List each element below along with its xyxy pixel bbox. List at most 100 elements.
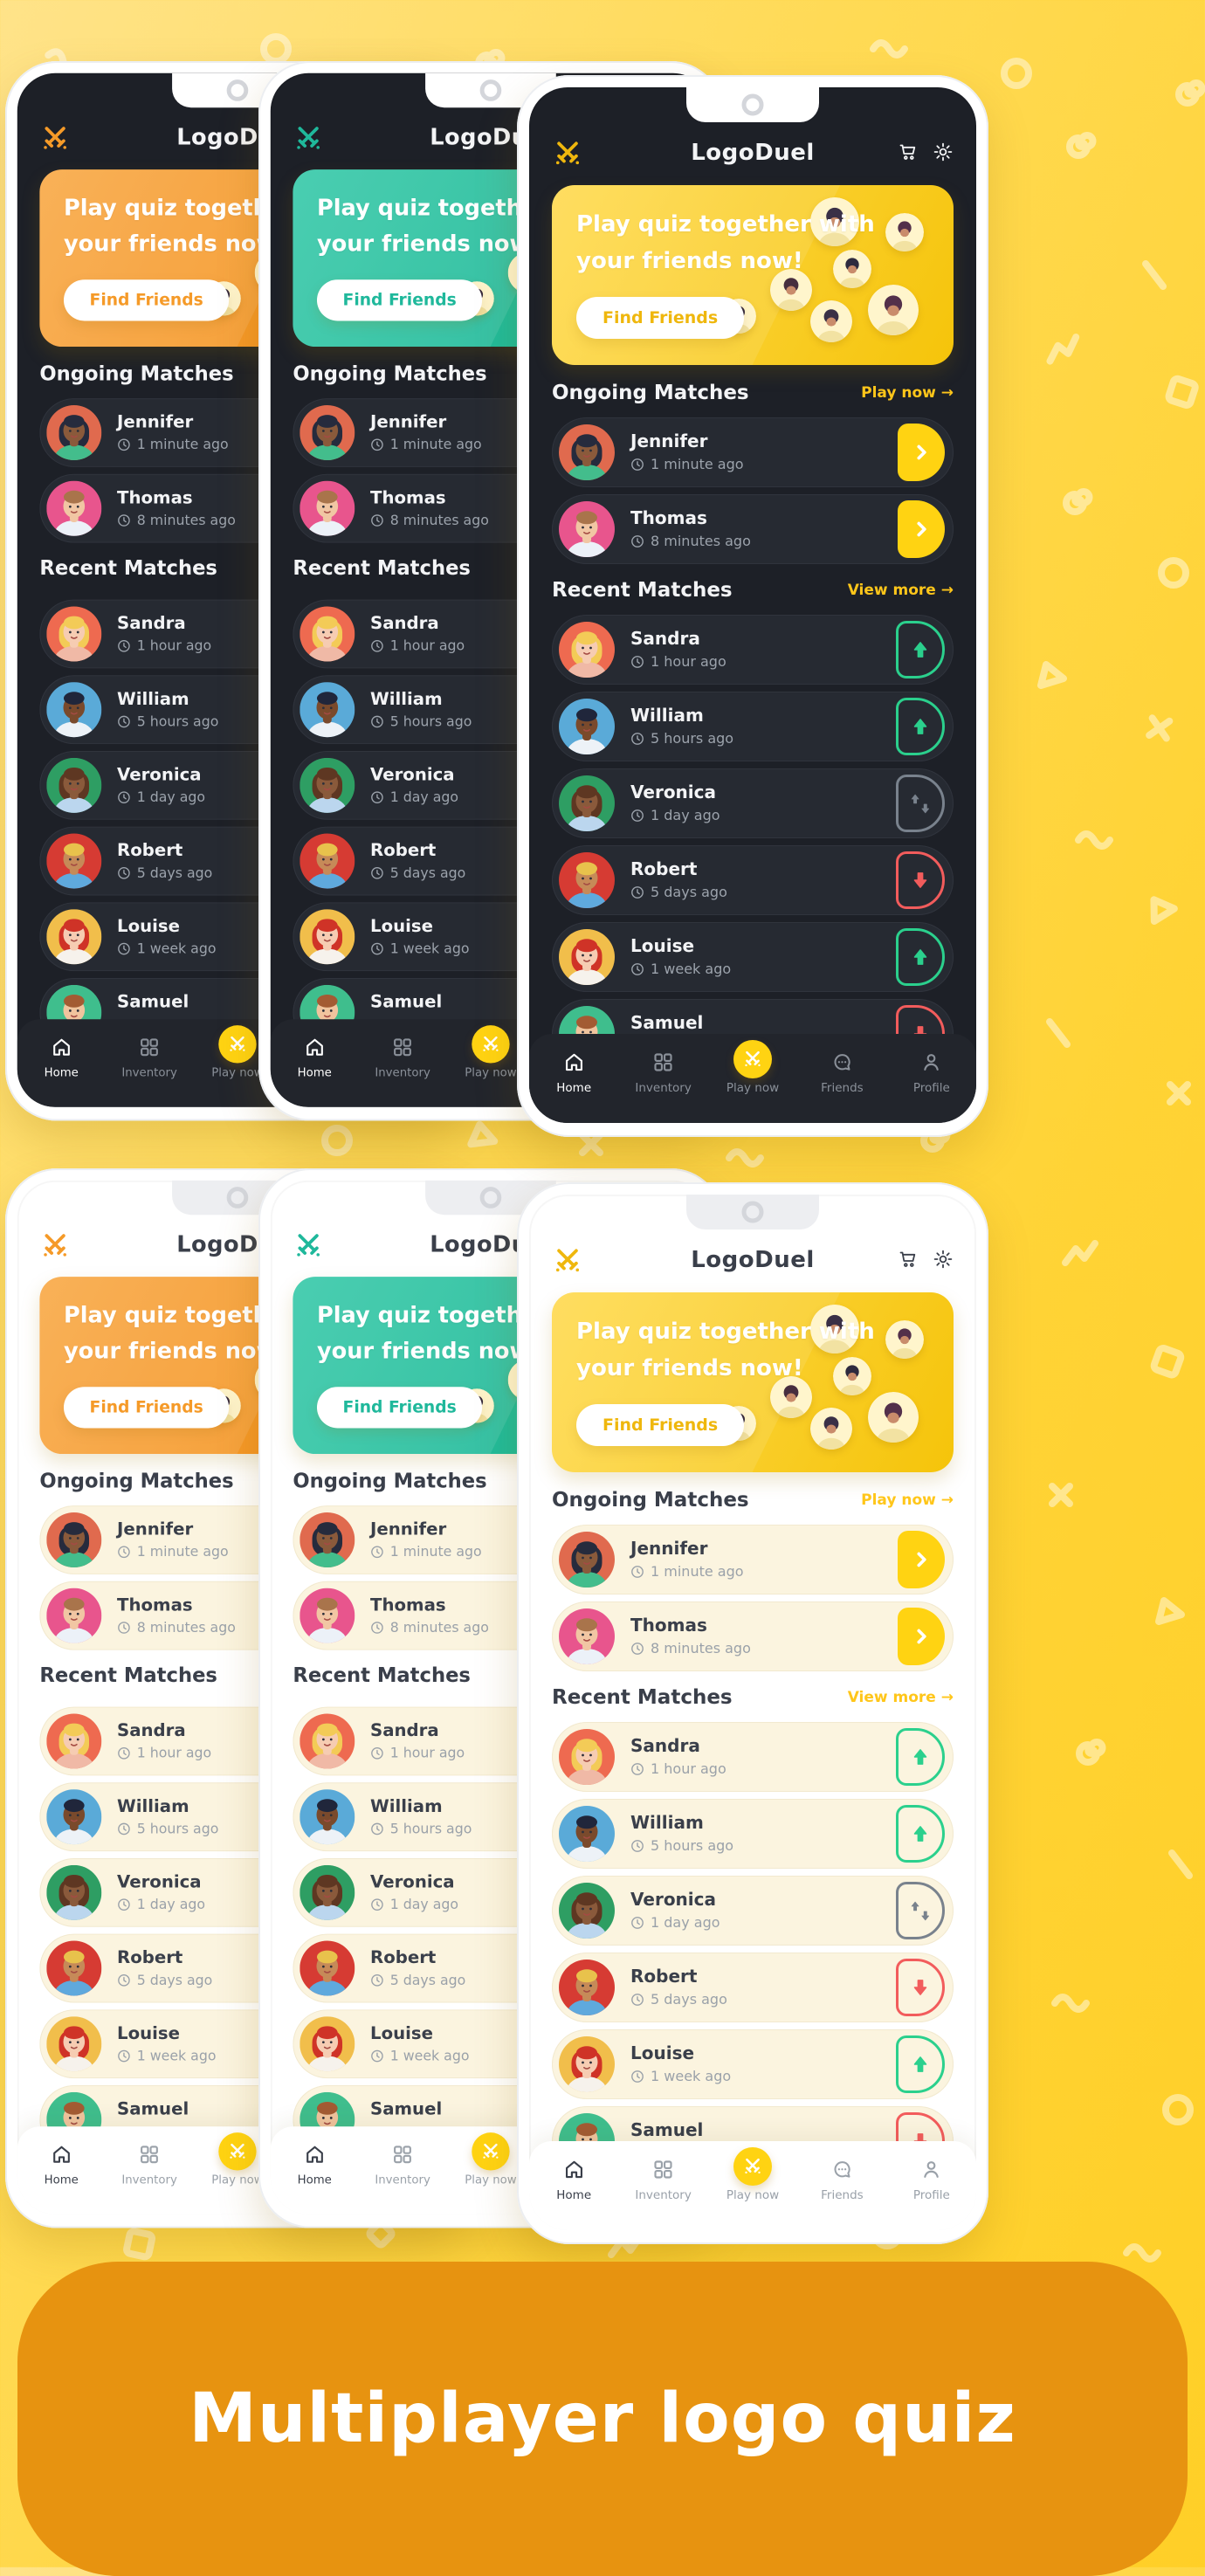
recent-match-row[interactable]: Louise 1 week ago — [552, 922, 954, 992]
clock-icon — [631, 1839, 644, 1852]
play-now-button[interactable] — [733, 2146, 773, 2186]
nav-item-inventory[interactable]: Inventory — [359, 1019, 447, 1106]
nav-item-inventory[interactable]: Inventory — [618, 2141, 707, 2230]
play-now-button[interactable] — [218, 2132, 257, 2171]
settings-gear-icon[interactable] — [933, 1249, 954, 1270]
resume-match-button[interactable] — [898, 424, 945, 481]
recent-match-row[interactable]: Sandra 1 hour ago — [552, 1722, 954, 1792]
nav-item-inventory[interactable]: Inventory — [106, 1019, 194, 1106]
match-time: 1 hour ago — [136, 637, 212, 654]
find-friends-button[interactable]: Find Friends — [316, 279, 483, 321]
nav-item-home[interactable]: Home — [271, 2126, 359, 2214]
crossed-swords-icon — [297, 1234, 320, 1257]
nav-item-play-now[interactable]: Play now — [447, 2126, 535, 2214]
recent-match-row[interactable]: Sandra 1 hour ago — [552, 615, 954, 685]
app-title: LogoDuel — [691, 1247, 815, 1273]
match-time: 8 minutes ago — [389, 512, 489, 528]
nav-item-play-now[interactable]: Play now — [194, 2126, 282, 2214]
resume-match-button[interactable] — [898, 1608, 945, 1665]
ongoing-match-row[interactable]: Thomas 8 minutes ago — [552, 1601, 954, 1671]
find-friends-button[interactable]: Find Friends — [63, 1387, 230, 1429]
nav-item-home[interactable]: Home — [529, 1034, 618, 1123]
match-time: 8 minutes ago — [389, 1619, 489, 1636]
promo-line2: your friends now! — [63, 1339, 287, 1365]
shop-cart-icon[interactable] — [898, 141, 919, 162]
arrow-down-icon — [913, 1980, 927, 1995]
nav-item-profile[interactable]: Profile — [887, 1034, 976, 1123]
ongoing-match-row[interactable]: Jennifer 1 minute ago — [552, 1525, 954, 1595]
nav-item-home[interactable]: Home — [17, 1019, 106, 1106]
recent-match-row[interactable]: Robert 5 days ago — [552, 1953, 954, 2022]
chevron-right-icon — [917, 1629, 926, 1644]
find-friends-button[interactable]: Find Friends — [63, 279, 230, 321]
recent-match-row[interactable]: William 5 hours ago — [552, 692, 954, 761]
promo-banner: Play quiz together with your friends now… — [552, 185, 954, 365]
ongoing-match-row[interactable]: Jennifer 1 minute ago — [552, 417, 954, 487]
shop-cart-icon[interactable] — [898, 1249, 919, 1270]
match-time: 5 hours ago — [389, 713, 472, 730]
settings-button[interactable] — [933, 1249, 954, 1273]
nav-item-play-now[interactable]: Play now — [194, 1019, 282, 1106]
match-time: 5 days ago — [389, 864, 466, 881]
resume-match-button[interactable] — [898, 1531, 945, 1588]
nav-item-home[interactable]: Home — [529, 2141, 618, 2230]
play-now-button[interactable] — [218, 1024, 257, 1064]
nav-item-home[interactable]: Home — [271, 1019, 359, 1106]
match-player-name: William — [370, 1795, 443, 1816]
nav-item-friends[interactable]: Friends — [797, 1034, 886, 1123]
avatar — [300, 405, 355, 461]
match-player-name: William — [630, 705, 704, 726]
match-player-name: Sandra — [117, 612, 186, 634]
match-player-name: Jennifer — [117, 1518, 194, 1539]
recent-match-row[interactable]: Veronica 1 day ago — [552, 1876, 954, 1946]
promo-banner: Play quiz together with your friends now… — [552, 1292, 954, 1472]
view-more-link[interactable]: View more → — [847, 582, 954, 599]
recent-section-header: Recent Matches View more → — [552, 1680, 954, 1715]
nav-item-play-now[interactable]: Play now — [708, 1034, 797, 1123]
nav-item-profile[interactable]: Profile — [887, 2141, 976, 2230]
avatar — [46, 682, 102, 738]
find-friends-button[interactable]: Find Friends — [316, 1387, 483, 1429]
nav-item-home[interactable]: Home — [17, 2126, 106, 2214]
nav-item-inventory[interactable]: Inventory — [618, 1034, 707, 1123]
resume-match-button[interactable] — [898, 500, 945, 558]
avatar — [300, 1512, 355, 1568]
recent-match-row[interactable]: Louise 1 week ago — [552, 2029, 954, 2099]
play-now-button[interactable] — [472, 1024, 510, 1064]
nav-item-inventory[interactable]: Inventory — [106, 2126, 194, 2214]
nav-label: Home — [556, 1081, 592, 1095]
camera-icon — [741, 93, 764, 116]
match-player-name: Robert — [630, 858, 698, 879]
recent-match-row[interactable]: Robert 5 days ago — [552, 845, 954, 915]
avatar — [300, 909, 355, 965]
nav-item-friends[interactable]: Friends — [797, 2141, 886, 2230]
play-now-link[interactable]: Play now → — [861, 1491, 954, 1509]
find-friends-button[interactable]: Find Friends — [576, 1404, 745, 1446]
find-friends-button[interactable]: Find Friends — [576, 297, 745, 339]
ongoing-match-row[interactable]: Thomas 8 minutes ago — [552, 494, 954, 564]
match-player-name: Louise — [630, 935, 695, 956]
match-time: 1 day ago — [136, 1896, 206, 1913]
play-now-button[interactable] — [733, 1039, 773, 1078]
phone-screen: LogoDuel Play quiz together with your fr… — [529, 1195, 976, 2230]
play-now-button[interactable] — [472, 2132, 510, 2171]
view-more-link[interactable]: View more → — [847, 1689, 954, 1706]
nav-item-play-now[interactable]: Play now — [447, 1019, 535, 1106]
nav-label: Home — [44, 2173, 79, 2187]
cart-button[interactable] — [898, 1249, 919, 1273]
clock-icon — [631, 962, 644, 975]
home-icon — [52, 1038, 70, 1056]
nav-item-play-now[interactable]: Play now — [708, 2141, 797, 2230]
section-title: Ongoing Matches — [552, 382, 749, 404]
settings-button[interactable] — [933, 141, 954, 166]
friend-avatar — [810, 300, 852, 342]
play-now-link[interactable]: Play now → — [861, 384, 954, 402]
settings-gear-icon[interactable] — [933, 141, 954, 162]
match-result-loss-badge — [896, 851, 945, 909]
match-time: 5 hours ago — [136, 1820, 219, 1837]
recent-match-row[interactable]: William 5 hours ago — [552, 1799, 954, 1869]
cart-button[interactable] — [898, 141, 919, 166]
recent-match-row[interactable]: Veronica 1 day ago — [552, 768, 954, 838]
nav-item-inventory[interactable]: Inventory — [359, 2126, 447, 2214]
match-time: 5 days ago — [136, 1971, 213, 1988]
